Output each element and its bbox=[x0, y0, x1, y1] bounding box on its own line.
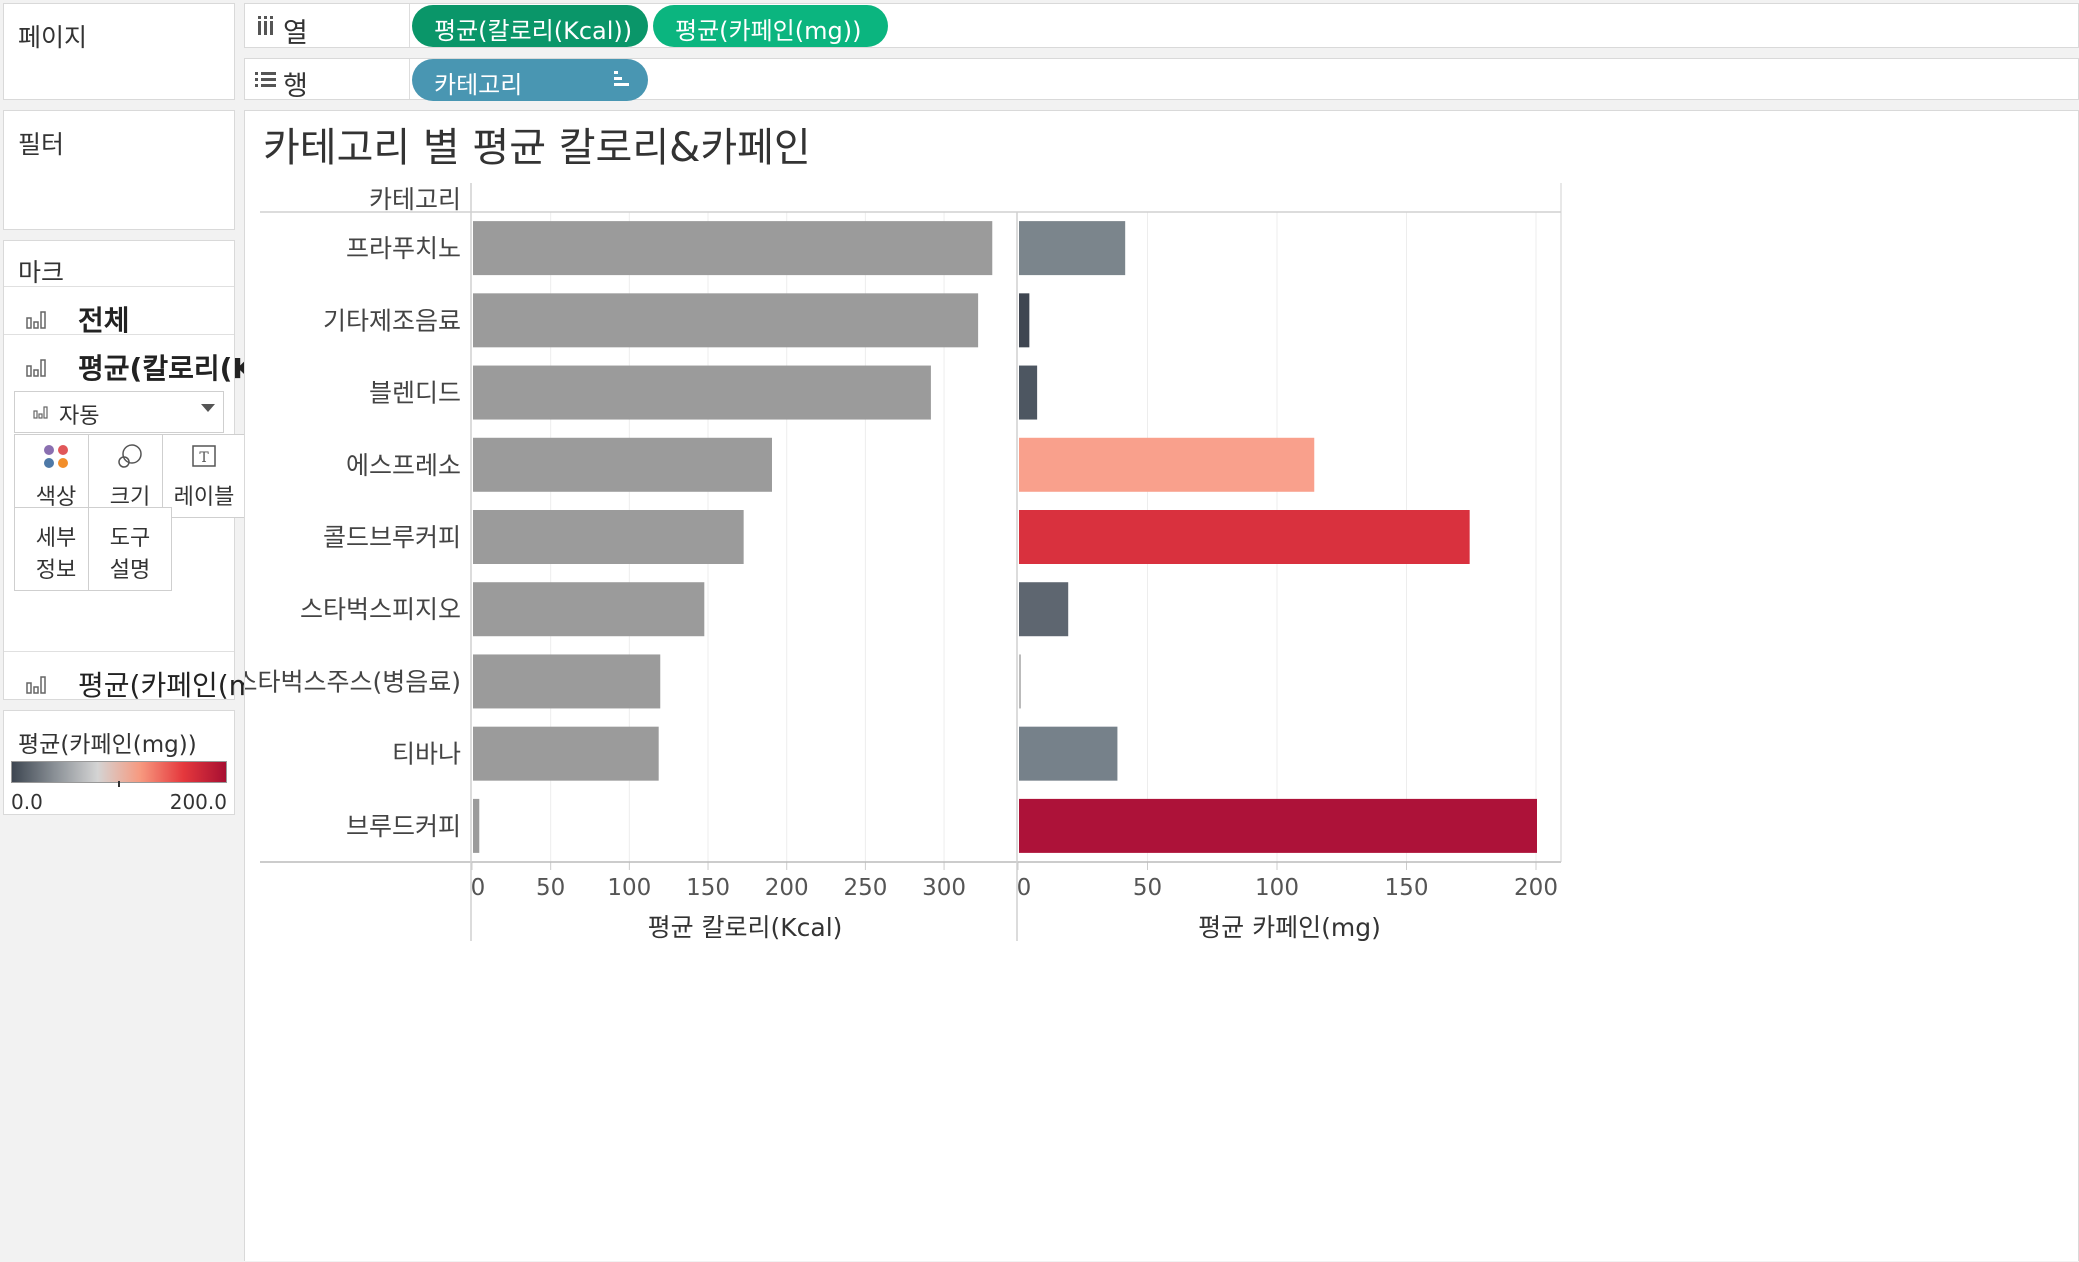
label-card-label: 레이블 bbox=[173, 485, 235, 510]
text-label-icon: T bbox=[192, 445, 216, 467]
category-label: 에스프레소 bbox=[346, 451, 461, 480]
rows-label: 행 bbox=[283, 71, 308, 102]
pages-label: 페이지 bbox=[18, 23, 88, 52]
legend-max: 200.0 bbox=[169, 790, 227, 814]
mark-type-label: 자동 bbox=[59, 404, 100, 429]
marks-all-row[interactable]: 전체 bbox=[4, 286, 234, 348]
axis-tick-label: 50 bbox=[1133, 875, 1162, 901]
size-card-label: 크기 bbox=[109, 485, 151, 510]
rows-shelf[interactable]: 행 카테고리 bbox=[244, 58, 2079, 102]
legend-title: 평균(카페인(mg)) bbox=[18, 732, 197, 758]
caffeine-bar[interactable] bbox=[1019, 798, 1537, 853]
legend-color-ramp bbox=[11, 761, 227, 783]
detail-card-label-1: 세부 bbox=[35, 526, 77, 551]
caffeine-bar[interactable] bbox=[1019, 293, 1030, 348]
label-card[interactable]: T 레이블 bbox=[162, 434, 246, 518]
columns-shelf[interactable]: 열 평균(칼로리(Kcal)) 평균(카페인(mg)) bbox=[244, 3, 2079, 49]
axis-tick-label: 200 bbox=[765, 875, 809, 901]
rows-pill-category[interactable]: 카테고리 bbox=[412, 59, 648, 101]
axis-tick-label: 50 bbox=[536, 875, 565, 901]
caffeine-bar[interactable] bbox=[1019, 510, 1470, 564]
color-card[interactable]: 색상 bbox=[14, 434, 98, 518]
marks-caffeine-row[interactable]: 평균(카페인(mg)) bbox=[4, 651, 296, 702]
axis-title: 평균 칼로리(Kcal) bbox=[648, 913, 843, 942]
rows-icon bbox=[255, 72, 276, 87]
caffeine-bar[interactable] bbox=[1019, 582, 1069, 637]
axis-tick-label: 300 bbox=[922, 875, 966, 901]
size-card[interactable]: 크기 bbox=[88, 434, 172, 518]
calorie-bar[interactable] bbox=[473, 365, 931, 420]
calorie-bar[interactable] bbox=[473, 437, 772, 492]
axis-tick-label: 0 bbox=[471, 875, 486, 901]
mark-type-dropdown[interactable]: 자동 bbox=[14, 391, 224, 433]
category-label: 스타벅스주스(병음료) bbox=[245, 667, 461, 696]
legend-center-tick bbox=[118, 781, 120, 787]
size-circles-icon bbox=[118, 444, 142, 468]
svg-text:T: T bbox=[199, 450, 209, 466]
detail-card-label-2: 정보 bbox=[35, 558, 77, 583]
bar-chart-icon bbox=[26, 359, 46, 377]
columns-label: 열 bbox=[283, 18, 308, 49]
color-card-label: 색상 bbox=[35, 485, 77, 510]
category-label: 티바나 bbox=[392, 740, 461, 769]
category-label: 프라푸치노 bbox=[346, 234, 461, 263]
bar-chart-icon bbox=[26, 311, 46, 329]
columns-pill-calorie[interactable]: 평균(칼로리(Kcal)) bbox=[412, 5, 648, 47]
category-label: 브루드커피 bbox=[346, 812, 461, 841]
tooltip-card-label-2: 설명 bbox=[109, 558, 151, 583]
calorie-bar[interactable] bbox=[473, 293, 979, 348]
category-header: 카테고리 bbox=[369, 185, 461, 214]
tooltip-card[interactable]: 도구 설명 bbox=[88, 507, 172, 591]
sort-descending-icon[interactable] bbox=[614, 71, 630, 87]
axis-tick-label: 150 bbox=[686, 875, 730, 901]
caffeine-bar[interactable] bbox=[1019, 365, 1038, 420]
category-label: 콜드브루커피 bbox=[323, 523, 461, 552]
rows-pill-label: 카테고리 bbox=[434, 71, 523, 99]
caffeine-bar[interactable] bbox=[1019, 654, 1021, 709]
axis-tick-label: 0 bbox=[1017, 875, 1032, 901]
calorie-bar[interactable] bbox=[473, 654, 661, 709]
legend-min: 0.0 bbox=[11, 790, 43, 814]
calorie-bar[interactable] bbox=[473, 798, 480, 853]
columns-icon bbox=[258, 16, 273, 35]
axis-tick-label: 150 bbox=[1385, 875, 1429, 901]
color-dots-icon bbox=[44, 445, 68, 468]
category-label: 기타제조음료 bbox=[323, 306, 461, 335]
category-label: 블렌디드 bbox=[369, 379, 461, 408]
category-label: 스타벅스피지오 bbox=[300, 595, 461, 624]
chart-canvas: 카테고리 별 평균 칼로리&카페인 카테고리 0 50 100 150 200 250 30… bbox=[245, 125, 1562, 942]
marks-calorie-row[interactable]: 평균(칼로리(Kc... bbox=[4, 334, 303, 396]
calorie-bar[interactable] bbox=[473, 726, 659, 781]
filters-label: 필터 bbox=[18, 130, 65, 159]
calorie-bar[interactable] bbox=[473, 221, 993, 276]
detail-card[interactable]: 세부 정보 bbox=[14, 507, 98, 591]
caffeine-bar[interactable] bbox=[1019, 726, 1118, 781]
chevron-down-icon bbox=[201, 404, 215, 412]
marks-panel: 마크 전체 평균(칼로리(Kc... 자동 색 bbox=[3, 240, 303, 702]
columns-pill-caffeine[interactable]: 평균(카페인(mg)) bbox=[653, 5, 888, 47]
chart-title: 카테고리 별 평균 칼로리&카페인 bbox=[263, 125, 811, 171]
axis-tick-label: 100 bbox=[607, 875, 651, 901]
axis-title: 평균 카페인(mg) bbox=[1198, 913, 1381, 942]
marks-label: 마크 bbox=[18, 258, 65, 287]
caffeine-bar[interactable] bbox=[1019, 221, 1126, 276]
axis-tick-label: 100 bbox=[1255, 875, 1299, 901]
filters-panel[interactable]: 필터 bbox=[3, 110, 235, 230]
viz-panel: 카테고리 별 평균 칼로리&카페인 카테고리 0 50 100 150 200 250 30… bbox=[244, 110, 2079, 1261]
caffeine-bar[interactable] bbox=[1019, 437, 1315, 492]
axis-tick-label: 200 bbox=[1514, 875, 1558, 901]
bar-chart-icon bbox=[26, 676, 46, 694]
bar-chart-icon bbox=[33, 406, 48, 419]
color-legend-panel[interactable]: 평균(카페인(mg)) 0.0 200.0 bbox=[3, 710, 235, 815]
pages-panel[interactable]: 페이지 bbox=[3, 3, 235, 100]
axis-tick-label: 250 bbox=[843, 875, 887, 901]
tooltip-card-label-1: 도구 bbox=[109, 526, 151, 551]
marks-all-label: 전체 bbox=[78, 304, 130, 337]
calorie-bar[interactable] bbox=[473, 510, 744, 564]
calorie-bar[interactable] bbox=[473, 582, 705, 637]
